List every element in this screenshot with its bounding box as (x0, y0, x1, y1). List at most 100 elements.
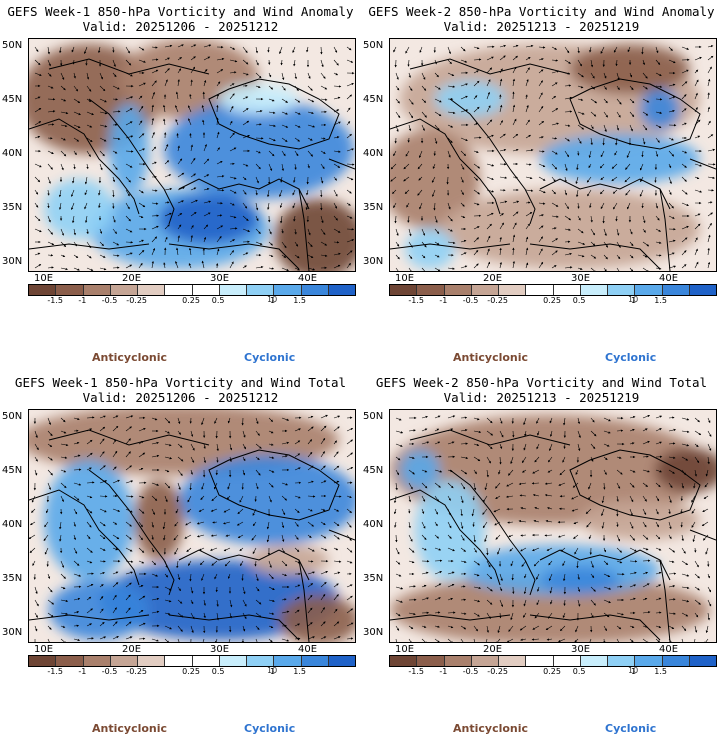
wind-vector (590, 59, 594, 68)
wind-vector (346, 107, 351, 113)
wind-vector (668, 46, 673, 52)
wind-vector (629, 111, 635, 118)
wind-vector (346, 176, 354, 181)
wind-vector (60, 228, 64, 236)
wind-vector (242, 108, 249, 113)
wind-vector (639, 189, 644, 197)
wind-vector (655, 72, 662, 76)
colorbar-swatch (138, 656, 166, 666)
wind-vector (203, 174, 210, 178)
wind-vector (306, 189, 309, 196)
vorticity-map (389, 409, 717, 643)
wind-vector (512, 78, 516, 87)
wind-vector (99, 72, 103, 80)
wind-vector (577, 202, 580, 209)
wind-vector (346, 59, 354, 63)
coastline (689, 158, 716, 170)
colorbar-tick-label: 0.5 (211, 296, 225, 305)
wind-vector (229, 132, 235, 139)
wind-vector (588, 163, 592, 169)
wind-vector (242, 96, 249, 100)
wind-vector (306, 46, 309, 53)
wind-vector (125, 46, 130, 54)
wind-vector (587, 189, 592, 197)
wind-vector (655, 137, 660, 143)
latitude-label: 30N (2, 256, 23, 267)
wind-vector (281, 85, 286, 91)
wind-vector (189, 93, 192, 100)
wind-vector (216, 93, 219, 100)
wind-vector (403, 176, 410, 182)
wind-vector (229, 261, 234, 269)
wind-vector (112, 202, 115, 209)
wind-vector (58, 189, 62, 198)
wind-vector (47, 150, 54, 154)
wind-vector (346, 133, 352, 139)
wind-vector (60, 241, 67, 248)
wind-vector (138, 46, 145, 51)
latitude-label: 45N (363, 94, 384, 105)
wind-vector (203, 236, 207, 243)
colorbar-scale-label: 10 (267, 295, 278, 304)
wind-vector (460, 46, 466, 52)
wind-vector (73, 228, 77, 236)
wind-vector (390, 163, 397, 170)
wind-vector (538, 163, 546, 167)
wind-vector (603, 111, 608, 118)
wind-vector (616, 124, 620, 131)
wind-vector (201, 105, 205, 113)
wind-vector (125, 135, 134, 139)
wind-vector (603, 124, 607, 133)
latitude-label: 45N (2, 94, 23, 105)
wind-vector (447, 150, 451, 158)
wind-vector (460, 150, 467, 157)
vorticity-contour (49, 580, 149, 640)
vorticity-contour (134, 480, 184, 560)
wind-vector (47, 241, 55, 246)
wind-vector (434, 228, 440, 234)
wind-vector (564, 137, 570, 142)
vorticity-contour (540, 134, 700, 184)
wind-vector (346, 94, 353, 100)
wind-vector (47, 215, 51, 223)
wind-vector (599, 189, 605, 195)
wind-vector (320, 215, 324, 224)
wind-vector (34, 121, 42, 126)
wind-vector (99, 150, 105, 157)
wind-vector (419, 202, 423, 210)
wind-vector (551, 215, 559, 218)
vorticity-contour (640, 89, 680, 129)
wind-vector (405, 150, 410, 157)
longitude-label: 20E (122, 273, 142, 284)
wind-vector (267, 189, 270, 198)
colorbar-swatch (192, 285, 220, 295)
wind-vector (73, 267, 80, 271)
wind-vector (447, 111, 456, 115)
wind-vector (590, 124, 594, 130)
wind-vector (177, 213, 183, 217)
latitude-label: 50N (2, 40, 23, 51)
wind-vector (177, 186, 185, 191)
wind-vector (564, 46, 570, 54)
wind-vector (216, 57, 225, 61)
wind-vector (408, 111, 414, 119)
wind-vector (707, 66, 712, 74)
wind-vector (268, 163, 273, 172)
wind-vector (255, 150, 261, 154)
wind-vector (202, 119, 205, 126)
wind-vector (642, 59, 646, 66)
wind-vector (333, 121, 341, 126)
wind-vector (268, 267, 275, 270)
colorbar-swatch (29, 656, 57, 666)
wind-vector (486, 105, 491, 113)
wind-vector (86, 228, 89, 235)
colorbar-swatch (689, 656, 716, 666)
wind-vector (473, 46, 480, 50)
wind-vector (307, 111, 314, 115)
colorbar (28, 655, 356, 667)
wind-vector (190, 173, 196, 178)
coastline (178, 178, 310, 210)
colorbar-swatch (499, 656, 527, 666)
wind-vector (73, 111, 81, 116)
wind-vector (47, 85, 54, 89)
